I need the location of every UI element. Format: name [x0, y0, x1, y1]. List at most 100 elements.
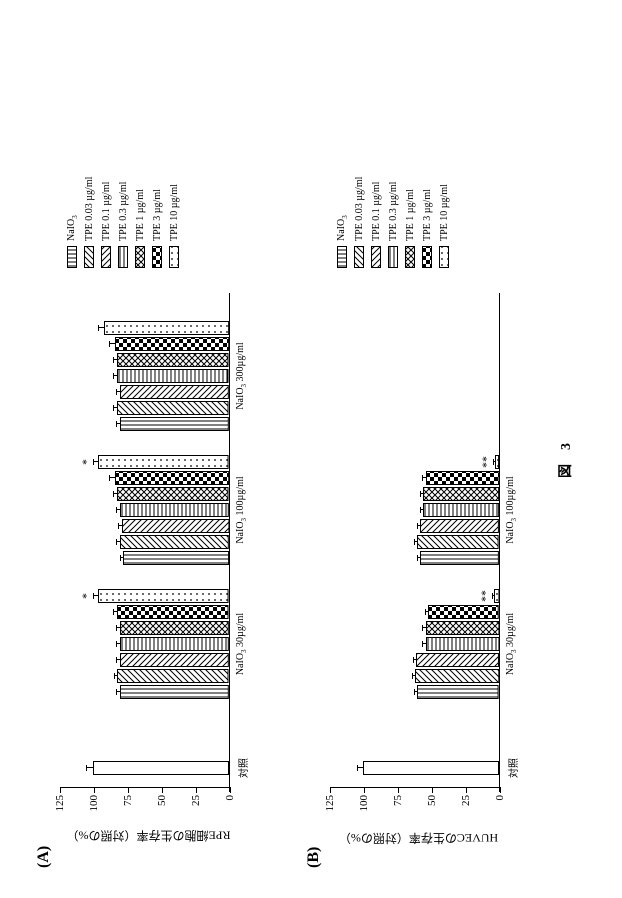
- chart-bar: [115, 471, 229, 485]
- x-group-label: NaIO3 30µg/ml: [235, 613, 248, 675]
- chart-bar: [115, 337, 229, 351]
- y-tick-label: 125: [54, 795, 66, 812]
- legend-item: TPE 1 µg/ml: [403, 177, 417, 268]
- chart-bar: [426, 637, 499, 651]
- chart-bar: [426, 471, 499, 485]
- y-tick-label: 0: [224, 795, 236, 801]
- chart-bar: [423, 503, 499, 517]
- chart-bar: [120, 535, 229, 549]
- legend-label: TPE 3 µg/ml: [422, 189, 433, 241]
- legend-swatch: [118, 246, 128, 268]
- legend-swatch: [405, 246, 415, 268]
- significance-marker: *: [79, 593, 94, 599]
- legend-label: TPE 0.03 µg/ml: [354, 177, 365, 241]
- legend-label: TPE 0.3 µg/ml: [388, 182, 399, 241]
- legend-label: TPE 10 µg/ml: [169, 184, 180, 241]
- chart-bar: [117, 401, 229, 415]
- chart-bar: [416, 653, 499, 667]
- chart-bar: [417, 535, 499, 549]
- significance-marker: **: [479, 456, 494, 468]
- chart-bar: [120, 417, 229, 431]
- chart-bar: [428, 605, 499, 619]
- legend-swatch: [371, 246, 381, 268]
- chart-bar: [120, 685, 229, 699]
- chart-bar: [426, 621, 499, 635]
- panel-A-legend: NaIO3TPE 0.03 µg/mlTPE 0.1 µg/mlTPE 0.3 …: [65, 177, 184, 268]
- chart-bar: [494, 589, 499, 603]
- legend-swatch: [337, 246, 347, 268]
- panel-B-label: (B): [305, 847, 323, 868]
- legend-item: NaIO3: [335, 177, 349, 268]
- x-group-label: NaIO3 300µg/ml: [235, 342, 248, 409]
- legend-label: TPE 0.1 µg/ml: [371, 182, 382, 241]
- chart-bar: [123, 551, 229, 565]
- significance-marker: *: [79, 459, 94, 465]
- legend-item: TPE 0.3 µg/ml: [386, 177, 400, 268]
- chart-bar: [120, 653, 229, 667]
- legend-label: TPE 10 µg/ml: [439, 184, 450, 241]
- legend-swatch: [169, 246, 179, 268]
- y-tick-label: 0: [494, 795, 506, 801]
- legend-label: TPE 1 µg/ml: [405, 189, 416, 241]
- chart-bar: [122, 519, 229, 533]
- chart-bar: [117, 669, 229, 683]
- chart-bar: [420, 519, 499, 533]
- chart-bar: [117, 353, 229, 367]
- legend-label: TPE 3 µg/ml: [152, 189, 163, 241]
- rotated-figure-container: (A) 0255075100125対照*NaIO3 30µg/ml*NaIO3 …: [0, 0, 622, 898]
- chart-bar: [363, 761, 499, 775]
- y-tick-label: 75: [392, 795, 404, 806]
- legend-swatch: [422, 246, 432, 268]
- x-group-label: 対照: [235, 758, 250, 778]
- legend-item: TPE 0.03 µg/ml: [352, 177, 366, 268]
- legend-swatch: [101, 246, 111, 268]
- legend-label: NaIO3: [336, 215, 349, 241]
- legend-item: TPE 1 µg/ml: [133, 177, 147, 268]
- panel-B-legend: NaIO3 TPE 0.03 µg/ml TPE 0.1 µg/ml TPE 0.3 …: [335, 177, 454, 268]
- legend-swatch: [152, 246, 162, 268]
- y-tick-label: 25: [460, 795, 472, 806]
- legend-swatch: [67, 246, 77, 268]
- chart-bar: [117, 605, 229, 619]
- chart-bar: [120, 503, 229, 517]
- chart-bar: [120, 385, 229, 399]
- chart-bar: [420, 551, 499, 565]
- x-group-label: NaIO3 30µg/ml: [505, 613, 518, 675]
- figure-label: 図 3: [555, 443, 575, 478]
- y-tick-label: 50: [426, 795, 438, 806]
- y-tick-label: 75: [122, 795, 134, 806]
- legend-label: TPE 0.3 µg/ml: [118, 182, 129, 241]
- chart-bar: [93, 761, 229, 775]
- chart-bar: [120, 637, 229, 651]
- panel-A-plot: 0255075100125対照*NaIO3 30µg/ml*NaIO3 100µ…: [60, 293, 230, 788]
- x-group-label: NaIO3 100µg/ml: [235, 476, 248, 543]
- x-group-label: 対照: [505, 758, 520, 778]
- legend-item: TPE 0.3 µg/ml: [116, 177, 130, 268]
- legend-swatch: [439, 246, 449, 268]
- panel-B-plot: 0255075100125対照**NaIO3 30µg/ml**NaIO3 10…: [330, 293, 500, 788]
- panel-A-label: (A): [35, 846, 53, 868]
- significance-marker: **: [478, 590, 493, 602]
- panel-A-y-title: RPE細胞の生存率（対照の%）: [66, 827, 230, 844]
- legend-item: TPE 3 µg/ml: [420, 177, 434, 268]
- chart-bar: [415, 669, 499, 683]
- y-tick-label: 50: [156, 795, 168, 806]
- legend-item: TPE 0.1 µg/ml: [369, 177, 383, 268]
- chart-bar: [495, 455, 499, 469]
- chart-bar: [117, 369, 229, 383]
- legend-swatch: [135, 246, 145, 268]
- legend-item: NaIO3: [65, 177, 79, 268]
- legend-label: TPE 0.1 µg/ml: [101, 182, 112, 241]
- x-group-label: NaIO3 100µg/ml: [505, 476, 518, 543]
- legend-item: TPE 10 µg/ml: [437, 177, 451, 268]
- chart-bar: [417, 685, 499, 699]
- legend-swatch: [84, 246, 94, 268]
- chart-bar: [104, 321, 229, 335]
- legend-item: TPE 10 µg/ml: [167, 177, 181, 268]
- legend-label: NaIO3: [66, 215, 79, 241]
- panel-B-y-title: HUVECの生存率（対照の%）: [339, 830, 498, 847]
- y-tick-label: 25: [190, 795, 202, 806]
- legend-item: TPE 0.1 µg/ml: [99, 177, 113, 268]
- chart-bar: [98, 589, 229, 603]
- chart-bar: [423, 487, 499, 501]
